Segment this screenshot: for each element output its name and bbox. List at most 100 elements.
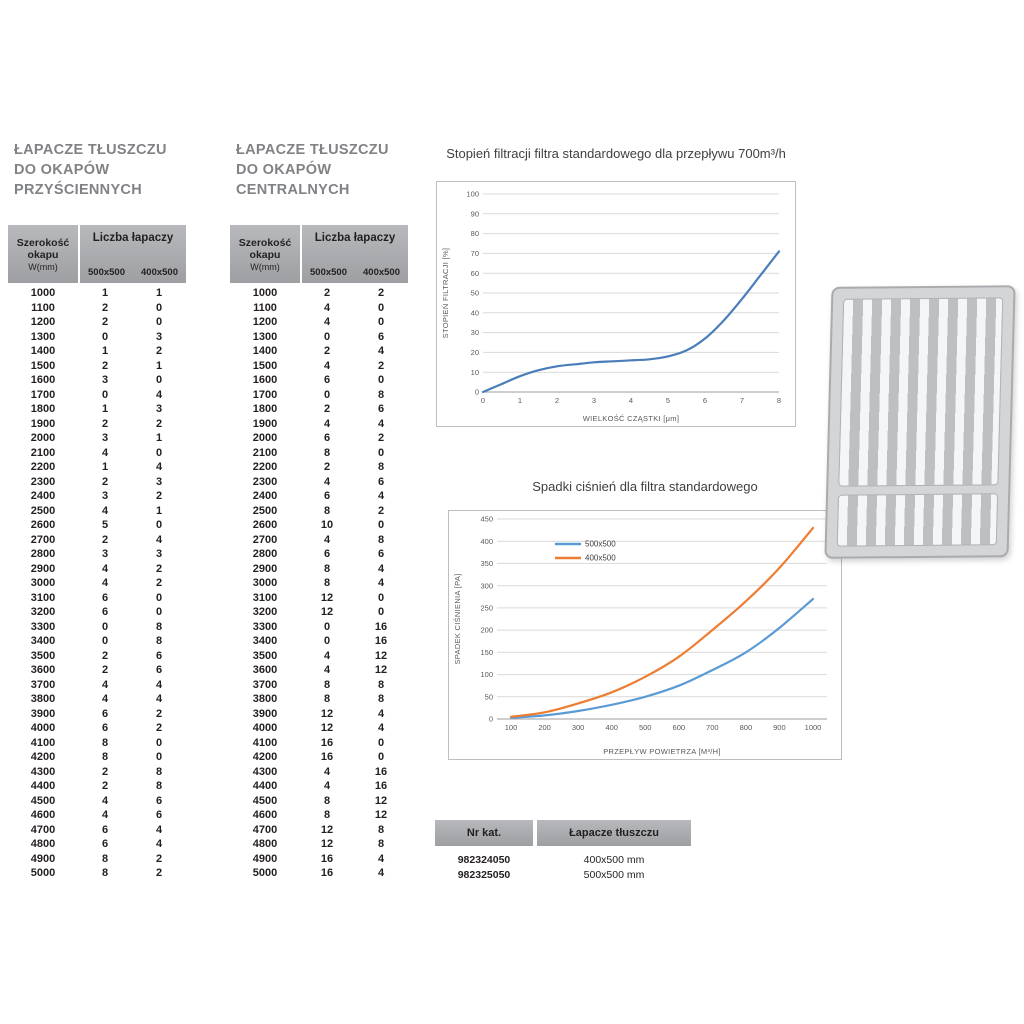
header-catcher-count: Liczba łapaczy 500x500 400x500	[80, 225, 186, 283]
svg-text:80: 80	[471, 229, 479, 238]
table-row: 3700 8 8	[252, 678, 385, 691]
table-row: 3800 8 8	[252, 693, 385, 706]
table-row: 4900 16 4	[252, 852, 385, 865]
catalog-size: 500x500 mm	[583, 868, 645, 881]
table-row: 3600 2 6	[30, 664, 163, 677]
table-row: 2300 4 6	[252, 475, 385, 488]
svg-text:500x500: 500x500	[585, 540, 616, 549]
table-row: 5000 16 4	[252, 867, 385, 880]
table-row: 4900 8 2	[30, 852, 163, 865]
table-row: 2700 2 4	[30, 533, 163, 546]
table-row: 3800 4 4	[30, 693, 163, 706]
table-row: 2100 4 0	[30, 446, 163, 459]
filtration-chart-title: Stopień filtracji filtra standardowego d…	[446, 146, 786, 161]
table-header: Szerokość okapu W(mm) Liczba łapaczy 500…	[230, 225, 408, 283]
svg-text:20: 20	[471, 348, 479, 357]
table-row: 1000 2 2	[252, 287, 385, 300]
table-row: 4100 8 0	[30, 736, 163, 749]
header-size-400x500: 400x500	[363, 267, 400, 278]
catalog-row: 982325050 500x500 mm	[435, 867, 691, 882]
pressure-chart-box: 0 50 100 150 200 250 300 350 400 450 100 200 300 400 5…	[448, 510, 842, 760]
grease-filter-photo	[824, 285, 1016, 559]
svg-text:1000: 1000	[805, 723, 822, 732]
table-row: 4000 6 2	[30, 722, 163, 735]
svg-text:0: 0	[489, 715, 493, 724]
header-hood-width-unit: W(mm)	[28, 261, 58, 272]
svg-text:5: 5	[666, 396, 670, 405]
svg-text:90: 90	[471, 209, 479, 218]
catalog-number: 982325050	[457, 868, 511, 881]
svg-text:2: 2	[555, 396, 559, 405]
table-row: 2500 4 1	[30, 504, 163, 517]
title-line: DO OKAPÓW	[236, 162, 332, 178]
table-row: 4500 4 6	[30, 794, 163, 807]
header-hood-width-label: Szerokość okapu	[16, 236, 70, 261]
table-row: 1700 0 8	[252, 388, 385, 401]
table-row: 4600 8 12	[252, 809, 388, 822]
table-row: 1900 4 4	[252, 417, 385, 430]
table-row: 3600 4 12	[252, 664, 388, 677]
filter-frame	[824, 285, 1016, 559]
table-row: 2600 10 0	[252, 519, 385, 532]
svg-text:150: 150	[480, 648, 493, 657]
svg-text:0: 0	[475, 388, 479, 397]
title-line: ŁAPACZE TŁUSZCZU	[14, 142, 167, 158]
svg-text:6: 6	[703, 396, 707, 405]
table-row: 2800 3 3	[30, 548, 163, 561]
header-hood-width: Szerokość okapu W(mm)	[230, 225, 300, 283]
table-row: 4300 4 16	[252, 765, 388, 778]
svg-text:7: 7	[740, 396, 744, 405]
svg-text:900: 900	[773, 723, 786, 732]
svg-text:200: 200	[538, 723, 551, 732]
table-row: 4500 8 12	[252, 794, 388, 807]
table-row: 2000 3 1	[30, 432, 163, 445]
svg-text:60: 60	[471, 269, 479, 278]
table-row: 4400 2 8	[30, 780, 163, 793]
svg-text:600: 600	[673, 723, 686, 732]
table-row: 1700 0 4	[30, 388, 163, 401]
svg-text:PRZEPŁYW POWIETRZA [M³/H]: PRZEPŁYW POWIETRZA [M³/H]	[603, 747, 721, 756]
central-table-title: ŁAPACZE TŁUSZCZU DO OKAPÓW CENTRALNYCH	[236, 140, 446, 200]
svg-text:100: 100	[505, 723, 518, 732]
table-row: 4700 12 8	[252, 823, 385, 836]
table-row: 3200 12 0	[252, 606, 385, 619]
table-row: 4200 8 0	[30, 751, 163, 764]
svg-text:450: 450	[480, 515, 493, 524]
svg-text:40: 40	[471, 308, 479, 317]
svg-text:500: 500	[639, 723, 652, 732]
table-row: 5000 8 2	[30, 867, 163, 880]
svg-text:800: 800	[740, 723, 753, 732]
svg-text:400: 400	[480, 537, 493, 546]
catalog-numbers-table: Nr kat. Łapacze tłuszczu 982324050 400x50…	[435, 820, 691, 882]
filter-slats-long	[838, 297, 1004, 487]
table-row: 2900 8 4	[252, 562, 385, 575]
table-body: 1000 1 1 1100 2 0 1200 2 0 1300 0 3 1400 1 2 1500 2 1 1600…	[8, 286, 186, 881]
table-row: 3100 12 0	[252, 591, 385, 604]
filtration-chart: 0 10 20 30 40 50 60 70 80 90 100 0 1 2 3 4 5 6 7 8 WIELKOŚĆ …	[441, 190, 781, 423]
svg-text:70: 70	[471, 249, 479, 258]
table-row: 1600 6 0	[252, 374, 385, 387]
table-row: 3300 0 16	[252, 620, 388, 633]
header-size-500x500: 500x500	[88, 267, 125, 278]
table-row: 3500 2 6	[30, 649, 163, 662]
filter-slats-short	[836, 493, 999, 547]
table-row: 1200 4 0	[252, 316, 385, 329]
filtration-chart-section: Stopień filtracji filtra standardowego d…	[436, 146, 796, 427]
header-catcher-count-label: Liczba łapaczy	[314, 232, 396, 244]
catalog-size: 400x500 mm	[583, 853, 645, 866]
table-row: 3000 8 4	[252, 577, 385, 590]
svg-text:300: 300	[480, 581, 493, 590]
table-row: 2100 8 0	[252, 446, 385, 459]
table-row: 3900 12 4	[252, 707, 385, 720]
svg-text:1: 1	[518, 396, 522, 405]
table-header: Szerokość okapu W(mm) Liczba łapaczy 500…	[8, 225, 186, 283]
header-size-400x500: 400x500	[141, 267, 178, 278]
svg-text:0: 0	[481, 396, 485, 405]
table-row: 2900 4 2	[30, 562, 163, 575]
svg-text:400x500: 400x500	[585, 554, 616, 563]
table-row: 2800 6 6	[252, 548, 385, 561]
header-hood-width: Szerokość okapu W(mm)	[8, 225, 78, 283]
table-row: 4700 6 4	[30, 823, 163, 836]
table-row: 1600 3 0	[30, 374, 163, 387]
svg-text:250: 250	[480, 604, 493, 613]
